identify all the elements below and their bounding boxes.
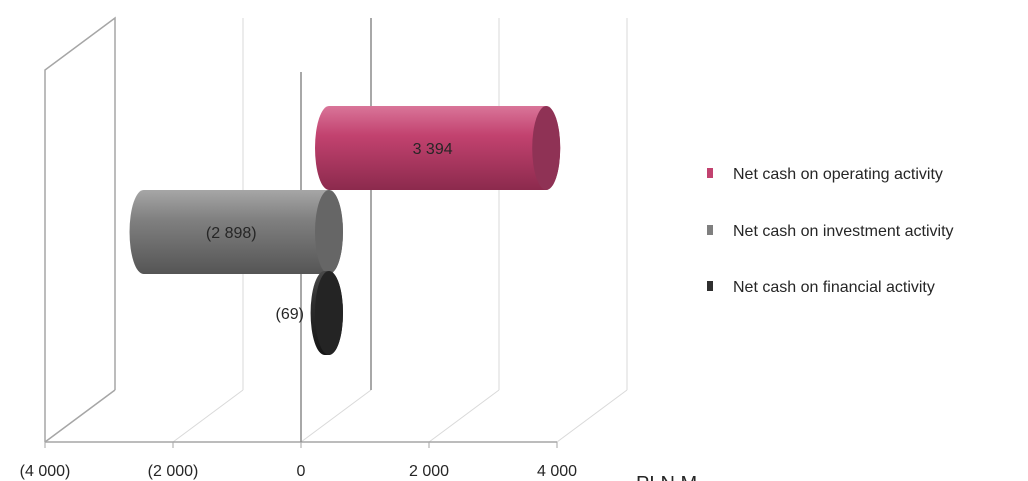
legend-swatch bbox=[707, 168, 713, 178]
legend-item: Net cash on financial activity bbox=[707, 279, 935, 296]
left-wall bbox=[44, 16, 116, 442]
legend-label: Net cash on financial activity bbox=[733, 279, 935, 296]
data-label: (69) bbox=[276, 306, 304, 323]
bar-2 bbox=[310, 271, 343, 355]
x-unit-label: PLN M bbox=[636, 473, 697, 481]
bar-end-cap bbox=[532, 106, 561, 190]
x-tick-label: (2 000) bbox=[148, 463, 199, 480]
legend-label: Net cash on investment activity bbox=[733, 223, 954, 240]
x-tick-label: 0 bbox=[297, 463, 306, 480]
bar-1 bbox=[129, 190, 343, 274]
floor-left-edge bbox=[44, 389, 116, 443]
floor-gridline bbox=[556, 389, 628, 443]
x-tick-label: 4 000 bbox=[537, 463, 577, 480]
legend-label: Net cash on operating activity bbox=[733, 166, 943, 183]
legend-item: Net cash on investment activity bbox=[707, 223, 954, 240]
bar-body bbox=[129, 190, 343, 274]
bar-body bbox=[315, 106, 561, 190]
bar-end-cap bbox=[315, 271, 343, 355]
bar-0 bbox=[315, 106, 561, 190]
legend-swatch bbox=[707, 281, 713, 291]
data-label: (2 898) bbox=[206, 225, 257, 242]
floor-gridline bbox=[172, 389, 244, 443]
floor-gridline bbox=[300, 389, 372, 443]
legend-swatch bbox=[707, 225, 713, 235]
x-tick-label: (4 000) bbox=[20, 463, 71, 480]
bar-end-cap bbox=[315, 190, 343, 274]
data-label: 3 394 bbox=[413, 141, 453, 158]
floor-gridline bbox=[428, 389, 500, 443]
x-tick-label: 2 000 bbox=[409, 463, 449, 480]
legend-item: Net cash on operating activity bbox=[707, 166, 943, 183]
